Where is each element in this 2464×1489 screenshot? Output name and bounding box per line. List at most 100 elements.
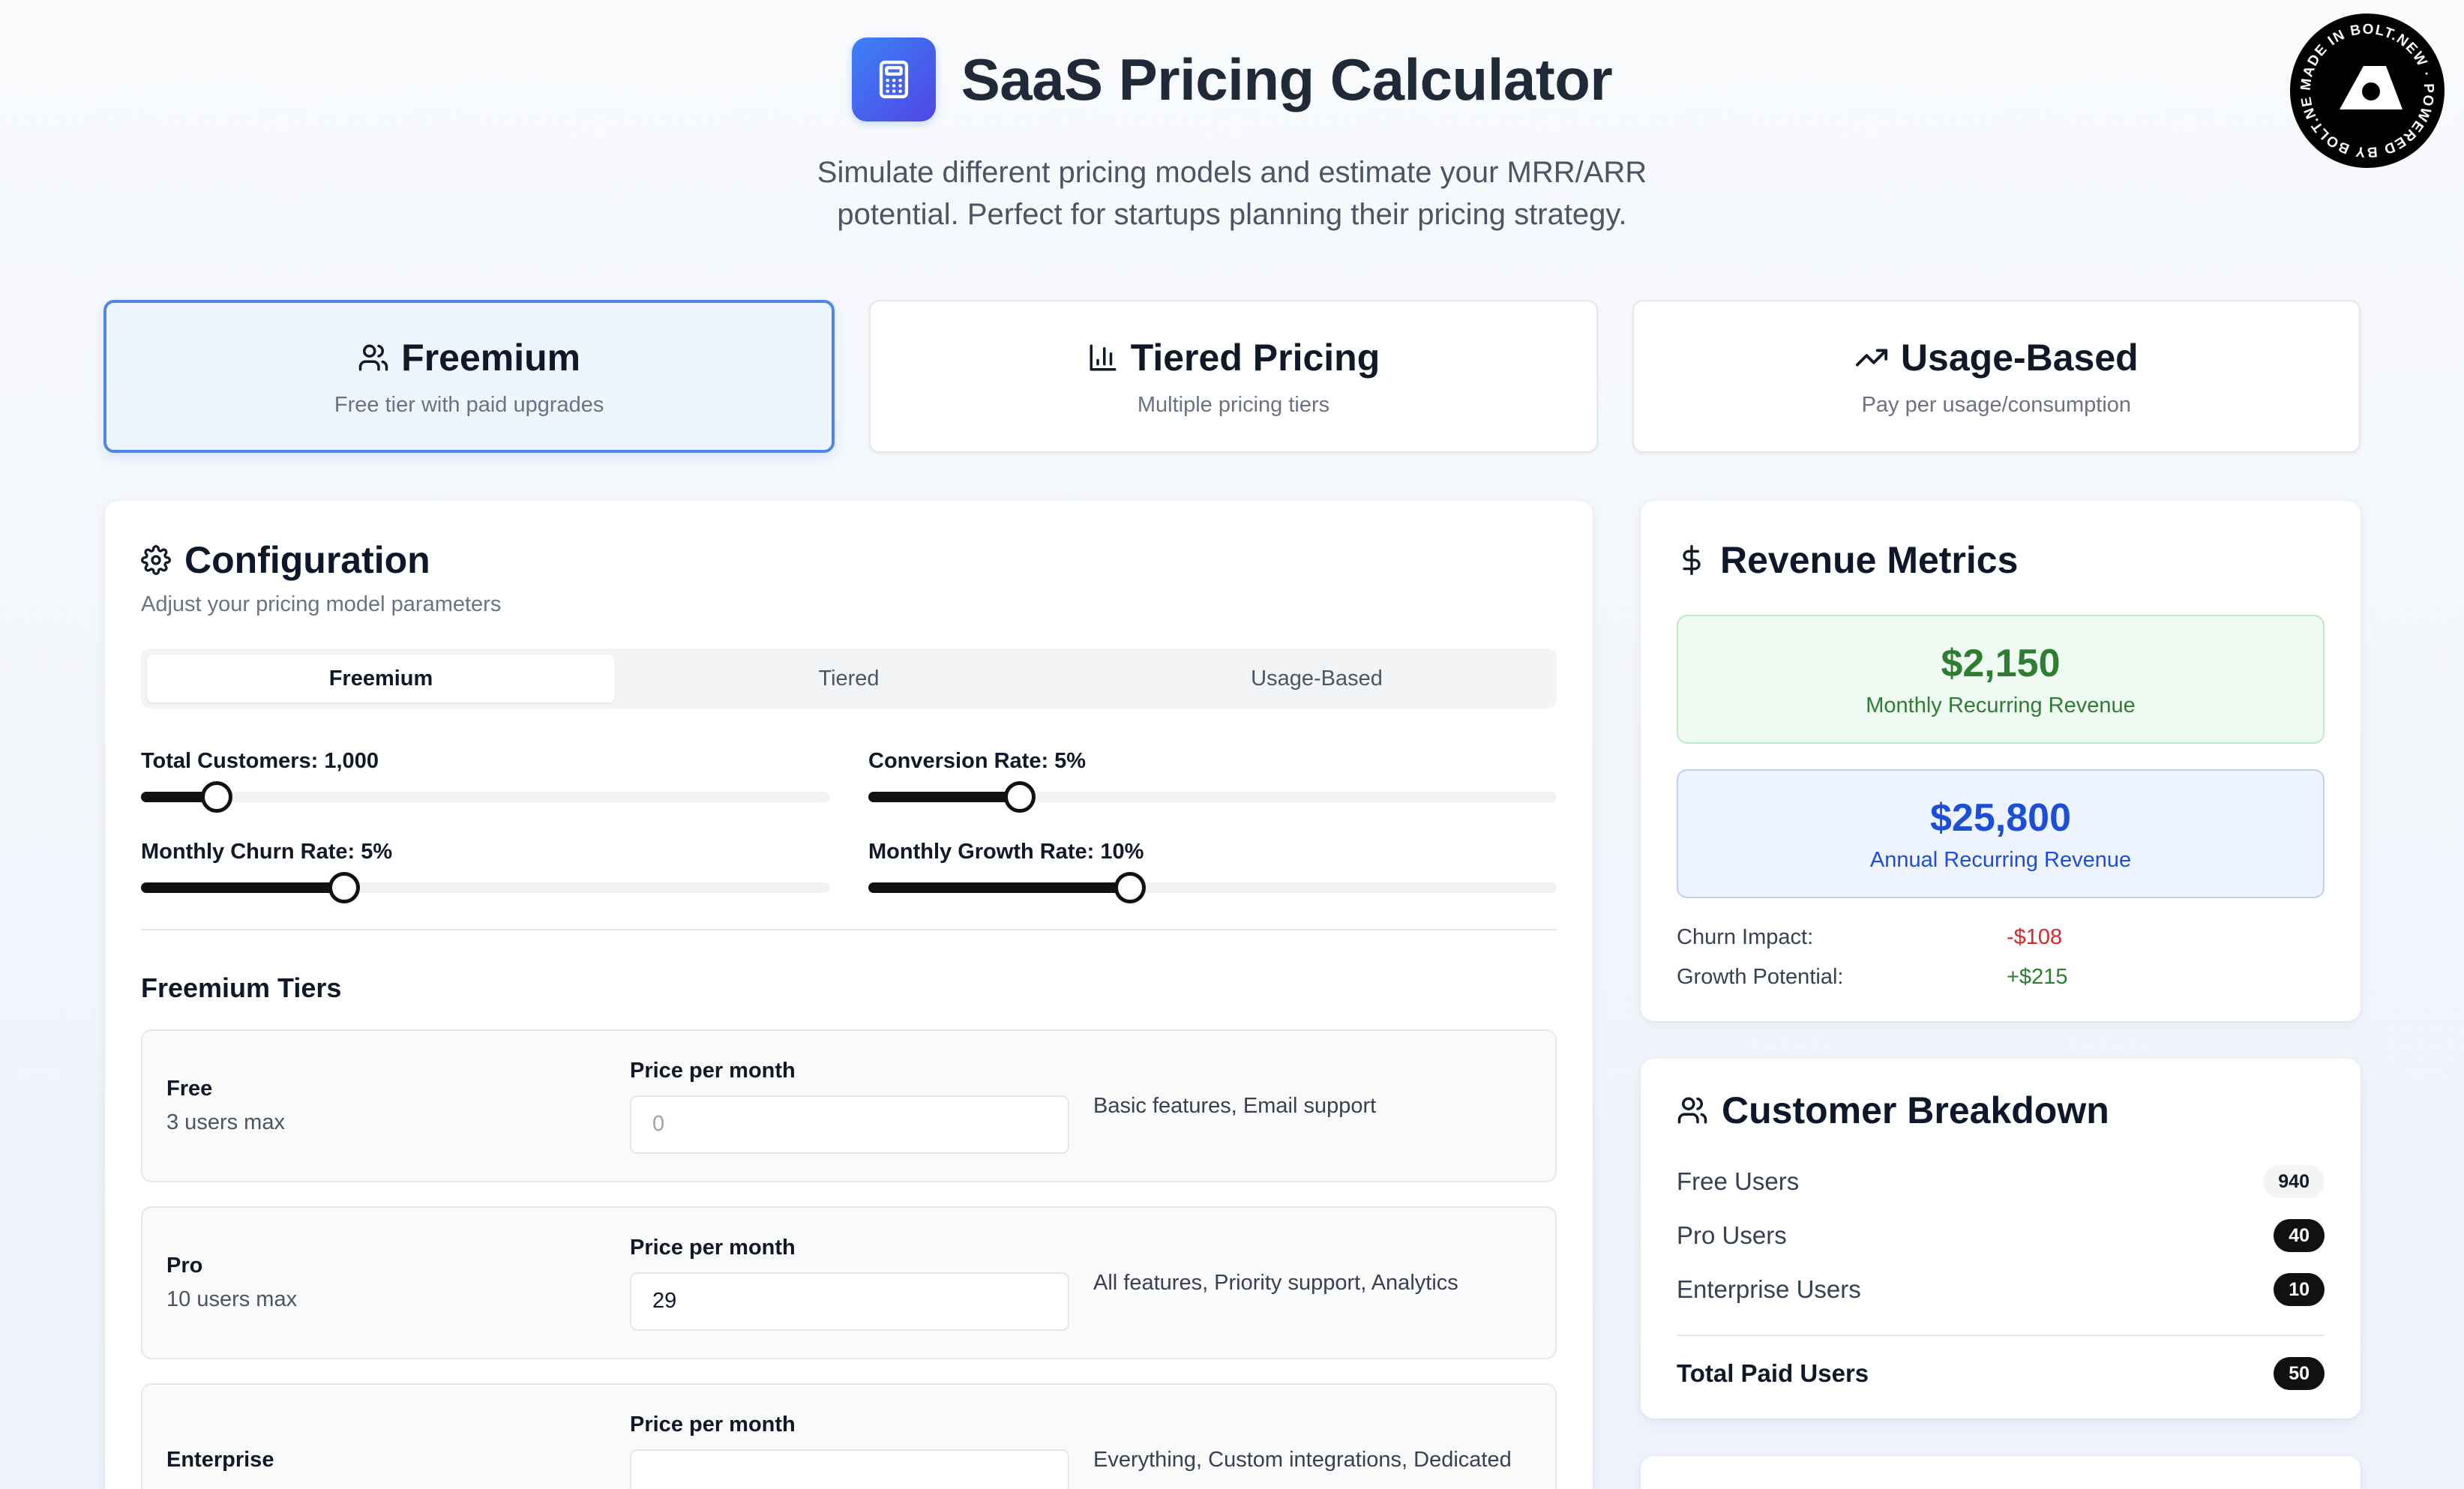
arr-value: $25,800 — [1930, 795, 2071, 840]
conversion-rate-slider[interactable] — [868, 781, 1557, 813]
total-customers-slider[interactable] — [141, 781, 829, 813]
growth-potential-value: +$215 — [2007, 965, 2068, 989]
customer-breakdown-title: Customer Breakdown — [1722, 1089, 2109, 1131]
slider-label: Monthly Churn Rate: 5% — [141, 840, 393, 864]
dollar-icon — [1683, 545, 1701, 575]
configuration-description: Adjust your pricing model parameters — [141, 592, 502, 616]
settings-gear-icon — [141, 545, 171, 575]
count-badge: 940 — [2263, 1165, 2325, 1198]
slider-label: Monthly Growth Rate: 10% — [868, 840, 1144, 864]
customer-label: Pro Users — [1677, 1221, 1787, 1249]
arr-caption: Annual Recurring Revenue — [1869, 847, 2132, 872]
total-paid-row: Total Paid Users 50 — [1677, 1347, 2325, 1401]
bar-chart-icon — [1090, 344, 1117, 370]
page-header: SaaS Pricing Calculator Simulate differe… — [0, 37, 2464, 235]
customer-list: Free Users 940 Pro Users 40 Enterprise U… — [1677, 1155, 2325, 1401]
revenue-metrics-panel: Revenue Metrics $2,150 Monthly Recurring… — [1641, 501, 2361, 1021]
customer-label: Free Users — [1677, 1167, 1800, 1195]
model-card-title: Freemium — [401, 336, 581, 379]
mrr-card: $2,150 Monthly Recurring Revenue — [1677, 615, 2325, 744]
parameter-sliders: Total Customers: 1,000 Conversion Rate: … — [141, 749, 1557, 903]
model-card-tiered[interactable]: Tiered Pricing Multiple pricing tiers — [869, 300, 1598, 453]
customer-breakdown-panel: Customer Breakdown Free Users 940 Pro Us… — [1641, 1059, 2361, 1419]
mrr-value: $2,150 — [1941, 641, 2061, 685]
slider-group-total-customers: Total Customers: 1,000 — [141, 749, 829, 813]
next-panel — [1641, 1456, 2361, 1489]
count-badge: 10 — [2274, 1273, 2325, 1306]
tier-card-free: Free 3 users max Price per month Basic f… — [141, 1029, 1557, 1182]
tier-card-enterprise: Enterprise Price per month Everything, C… — [141, 1383, 1557, 1489]
pricing-model-selector: Freemium Free tier with paid upgrades Ti… — [103, 300, 2361, 453]
model-tabs: Freemium Tiered Usage-Based — [141, 649, 1557, 709]
model-card-title: Tiered Pricing — [1130, 336, 1380, 379]
list-item: Pro Users 40 — [1677, 1209, 2325, 1263]
slider-label: Conversion Rate: 5% — [868, 749, 1087, 773]
slider-thumb[interactable] — [1114, 872, 1146, 903]
revenue-title: Revenue Metrics — [1720, 539, 2019, 581]
churn-impact-row: Churn Impact: -$108 — [1677, 925, 2325, 950]
growth-potential-row: Growth Potential: +$215 — [1677, 965, 2325, 990]
churn-impact-value: -$108 — [2007, 925, 2063, 949]
price-label: Price per month — [630, 1058, 796, 1083]
section-divider — [1677, 1335, 2325, 1336]
page-subtitle: Simulate different pricing models and es… — [817, 156, 1647, 231]
tier-name: Free — [166, 1077, 213, 1101]
price-label: Price per month — [630, 1235, 796, 1260]
slider-label: Total Customers: 1,000 — [141, 749, 379, 773]
slider-thumb[interactable] — [1003, 781, 1036, 813]
count-badge: 40 — [2274, 1219, 2325, 1252]
enterprise-price-input[interactable] — [630, 1449, 1069, 1489]
churn-rate-slider[interactable] — [141, 872, 829, 903]
impact-rows: Churn Impact: -$108 Growth Potential: +$… — [1677, 925, 2325, 990]
bolt-badge[interactable]: MADE IN BOLT.NEW · POWERED BY BOLT.NEW · — [2290, 13, 2445, 168]
tier-card-pro: Pro 10 users max Price per month All fea… — [141, 1206, 1557, 1359]
tier-features: Basic features, Email support — [1093, 1094, 1377, 1118]
slider-fill — [141, 792, 217, 802]
bolt-logo-icon — [2340, 66, 2403, 109]
model-card-usage-based[interactable]: Usage-Based Pay per usage/consumption — [1632, 300, 2361, 453]
slider-fill — [141, 882, 344, 893]
slider-group-churn-rate: Monthly Churn Rate: 5% — [141, 840, 829, 903]
total-paid-label: Total Paid Users — [1677, 1359, 1869, 1387]
tier-features: All features, Priority support, Analytic… — [1093, 1271, 1458, 1295]
model-card-subtitle: Multiple pricing tiers — [1137, 392, 1330, 417]
trending-up-icon — [1855, 349, 1888, 366]
free-price-input[interactable] — [630, 1095, 1069, 1154]
tier-name: Enterprise — [166, 1447, 274, 1472]
model-card-title: Usage-Based — [1900, 336, 2139, 379]
configuration-title: Configuration — [184, 539, 430, 581]
page-title: SaaS Pricing Calculator — [961, 46, 1613, 112]
total-paid-badge: 50 — [2274, 1357, 2325, 1390]
tab-freemium[interactable]: Freemium — [147, 655, 615, 703]
model-card-subtitle: Pay per usage/consumption — [1861, 392, 2132, 417]
slider-fill — [868, 792, 1020, 802]
growth-potential-label: Growth Potential: — [1677, 965, 1844, 989]
tier-limit: 10 users max — [166, 1287, 298, 1311]
arr-card: $25,800 Annual Recurring Revenue — [1677, 769, 2325, 898]
tiers-heading: Freemium Tiers — [141, 972, 342, 1003]
configuration-panel: Configuration Adjust your pricing model … — [105, 501, 1593, 1489]
customer-label: Enterprise Users — [1677, 1275, 1861, 1303]
tier-features: Everything, Custom integrations, Dedicat… — [1093, 1448, 1512, 1472]
tier-name: Pro — [166, 1254, 203, 1278]
list-item: Free Users 940 — [1677, 1155, 2325, 1209]
tab-tiered[interactable]: Tiered — [818, 666, 880, 691]
list-item: Enterprise Users 10 — [1677, 1263, 2325, 1317]
slider-thumb[interactable] — [328, 872, 360, 903]
price-label: Price per month — [630, 1412, 796, 1437]
slider-thumb[interactable] — [200, 781, 232, 813]
slider-group-conversion-rate: Conversion Rate: 5% — [868, 749, 1557, 813]
tab-usage-based[interactable]: Usage-Based — [1251, 666, 1383, 691]
slider-group-growth-rate: Monthly Growth Rate: 10% — [868, 840, 1557, 903]
pro-price-input[interactable] — [630, 1272, 1069, 1331]
section-divider — [141, 929, 1557, 930]
calculator-icon — [851, 37, 936, 121]
users-icon — [1677, 1097, 1707, 1124]
tier-limit: 3 users max — [166, 1110, 285, 1134]
growth-rate-slider[interactable] — [868, 872, 1557, 903]
mrr-caption: Monthly Recurring Revenue — [1866, 693, 2136, 718]
model-card-freemium[interactable]: Freemium Free tier with paid upgrades — [103, 300, 835, 453]
slider-fill — [868, 882, 1130, 893]
churn-impact-label: Churn Impact: — [1677, 925, 1814, 949]
model-card-subtitle: Free tier with paid upgrades — [334, 392, 604, 417]
